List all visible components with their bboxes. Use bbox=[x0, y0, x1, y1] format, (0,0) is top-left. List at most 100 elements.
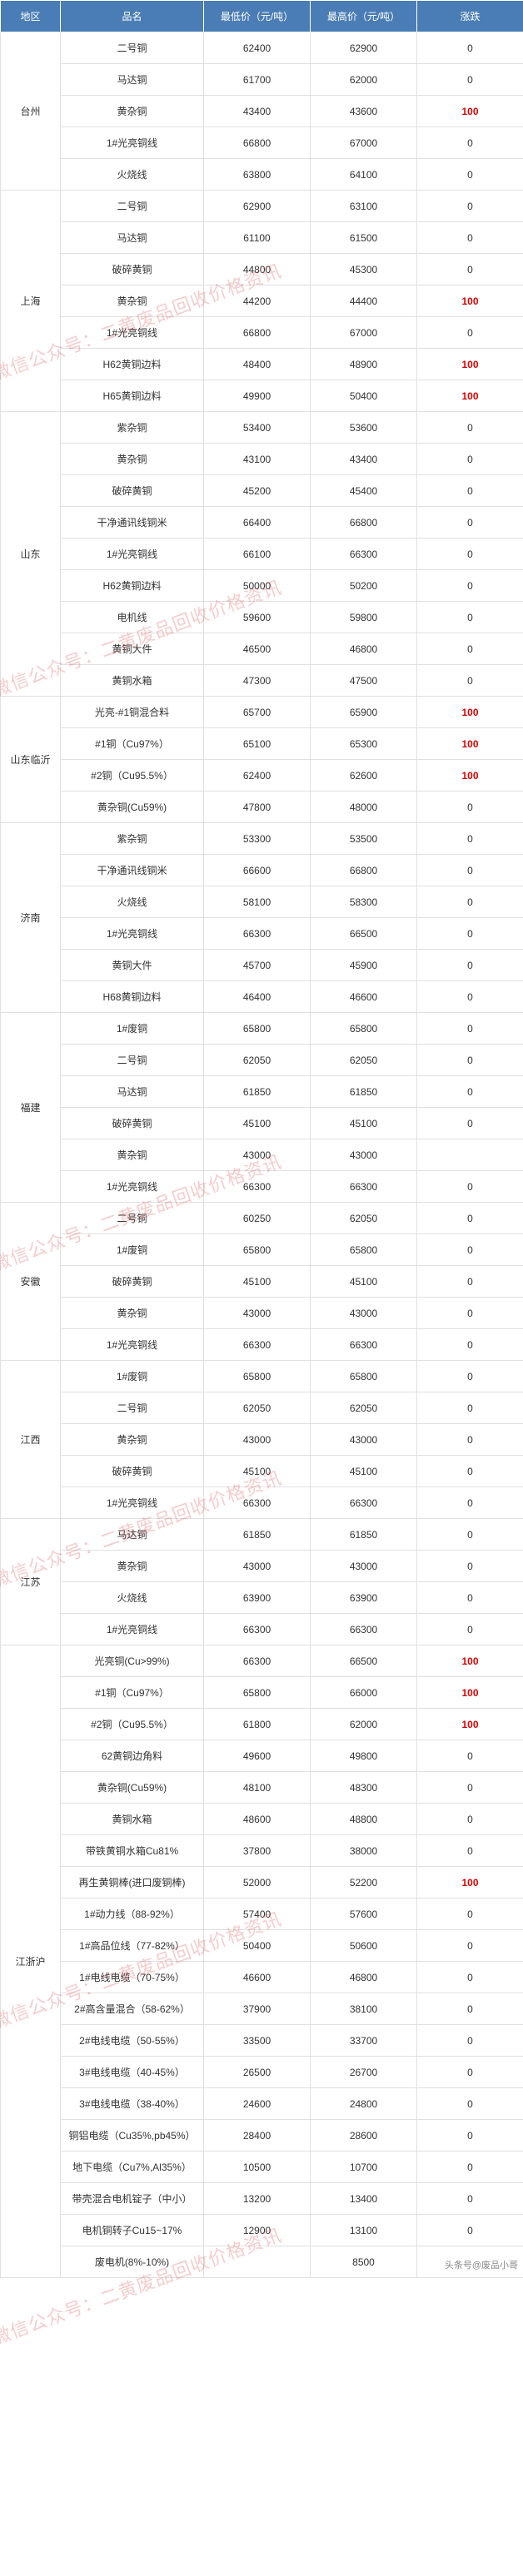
table-row: 干净通讯线铜米66600668000 bbox=[1, 855, 523, 886]
product-cell: 1#废铜 bbox=[61, 1013, 204, 1045]
table-row: 马达铜61100615000 bbox=[1, 222, 523, 254]
high-price-cell: 62050 bbox=[311, 1392, 417, 1424]
change-cell: 100 bbox=[417, 697, 523, 728]
table-row: 2#高含量混合（58-62%）37900381000 bbox=[1, 1993, 523, 2025]
low-price-cell: 62400 bbox=[204, 760, 311, 792]
product-cell: 破碎黄铜 bbox=[61, 1108, 204, 1139]
low-price-cell: 24600 bbox=[204, 2088, 311, 2120]
product-cell: 1#光亮铜线 bbox=[61, 539, 204, 570]
table-row: 1#电线电缆（70-75%）46600468000 bbox=[1, 1962, 523, 1993]
product-cell: 3#电线电缆（38-40%） bbox=[61, 2088, 204, 2120]
change-cell: 0 bbox=[417, 665, 523, 697]
low-price-cell: 47300 bbox=[204, 665, 311, 697]
table-row: 黄铜水箱47300475000 bbox=[1, 665, 523, 697]
product-cell: 1#光亮铜线 bbox=[61, 127, 204, 159]
product-cell: 2#电线电缆（50-55%） bbox=[61, 2025, 204, 2057]
high-price-cell: 58300 bbox=[311, 886, 417, 918]
table-row: 地下电缆（Cu7%,Al35%）10500107000 bbox=[1, 2152, 523, 2183]
high-price-cell: 66300 bbox=[311, 539, 417, 570]
table-row: 上海二号铜62900631000 bbox=[1, 191, 523, 222]
low-price-cell: 44200 bbox=[204, 285, 311, 317]
product-cell: H68黄铜边料 bbox=[61, 981, 204, 1013]
table-row: 破碎黄铜45100451000 bbox=[1, 1266, 523, 1298]
high-price-cell: 45100 bbox=[311, 1108, 417, 1139]
high-price-cell: 43600 bbox=[311, 96, 417, 127]
region-cell: 福建 bbox=[1, 1013, 61, 1203]
product-cell: 马达铜 bbox=[61, 64, 204, 96]
change-cell: 100 bbox=[417, 1645, 523, 1677]
product-cell: 黄铜大件 bbox=[61, 633, 204, 665]
product-cell: 黄杂铜 bbox=[61, 285, 204, 317]
product-cell: 火烧线 bbox=[61, 1582, 204, 1614]
low-price-cell: 66800 bbox=[204, 317, 311, 349]
low-price-cell: 45100 bbox=[204, 1266, 311, 1298]
product-cell: 2#高含量混合（58-62%） bbox=[61, 1993, 204, 2025]
product-cell: #1铜（Cu97%） bbox=[61, 728, 204, 760]
table-row: 二号铜62050620500 bbox=[1, 1045, 523, 1076]
product-cell: 马达铜 bbox=[61, 222, 204, 254]
change-cell: 0 bbox=[417, 1962, 523, 1993]
high-price-cell: 66800 bbox=[311, 855, 417, 886]
product-cell: 带壳混合电机锭子（中小） bbox=[61, 2183, 204, 2215]
high-price-cell: 38100 bbox=[311, 1993, 417, 2025]
product-cell: 二号铜 bbox=[61, 1392, 204, 1424]
low-price-cell: 66300 bbox=[204, 1487, 311, 1519]
high-price-cell: 44400 bbox=[311, 285, 417, 317]
table-row: H62黄铜边料4840048900100 bbox=[1, 349, 523, 380]
change-cell: 0 bbox=[417, 1582, 523, 1614]
high-price-cell: 26700 bbox=[311, 2057, 417, 2088]
low-price-cell: 66300 bbox=[204, 918, 311, 950]
table-row: 1#废铜65800658000 bbox=[1, 1234, 523, 1266]
high-price-cell: 62050 bbox=[311, 1045, 417, 1076]
product-cell: 干净通讯线铜米 bbox=[61, 855, 204, 886]
high-price-cell: 65800 bbox=[311, 1234, 417, 1266]
high-price-cell: 45100 bbox=[311, 1456, 417, 1487]
high-price-cell: 59800 bbox=[311, 602, 417, 633]
high-price-cell: 45900 bbox=[311, 950, 417, 981]
low-price-cell: 58100 bbox=[204, 886, 311, 918]
low-price-cell: 62050 bbox=[204, 1392, 311, 1424]
high-price-cell: 24800 bbox=[311, 2088, 417, 2120]
change-cell: 100 bbox=[417, 380, 523, 412]
product-cell: 再生黄铜棒(进口废铜棒) bbox=[61, 1867, 204, 1898]
low-price-cell: 43400 bbox=[204, 96, 311, 127]
table-row: 火烧线63800641000 bbox=[1, 159, 523, 191]
change-cell: 0 bbox=[417, 792, 523, 823]
low-price-cell: 65800 bbox=[204, 1677, 311, 1709]
high-price-cell: 46800 bbox=[311, 633, 417, 665]
high-price-cell: 46600 bbox=[311, 981, 417, 1013]
product-cell: 62黄铜边角料 bbox=[61, 1740, 204, 1772]
change-cell: 0 bbox=[417, 1329, 523, 1361]
product-cell: 1#光亮铜线 bbox=[61, 1171, 204, 1203]
low-price-cell: 62900 bbox=[204, 191, 311, 222]
low-price-cell: 46400 bbox=[204, 981, 311, 1013]
table-row: 62黄铜边角料49600498000 bbox=[1, 1740, 523, 1772]
change-cell: 0 bbox=[417, 823, 523, 855]
change-cell: 0 bbox=[417, 1392, 523, 1424]
col-header-1: 品名 bbox=[61, 1, 204, 32]
change-cell: 0 bbox=[417, 1108, 523, 1139]
high-price-cell: 62900 bbox=[311, 32, 417, 64]
product-cell: 黄铜大件 bbox=[61, 950, 204, 981]
product-cell: 1#光亮铜线 bbox=[61, 1614, 204, 1645]
high-price-cell: 50200 bbox=[311, 570, 417, 602]
high-price-cell: 65900 bbox=[311, 697, 417, 728]
col-header-3: 最高价（元/吨） bbox=[311, 1, 417, 32]
table-row: 马达铜61700620000 bbox=[1, 64, 523, 96]
price-table: 地区品名最低价（元/吨）最高价（元/吨）涨跌 台州二号铜62400629000马… bbox=[0, 0, 523, 2278]
high-price-cell: 61500 bbox=[311, 222, 417, 254]
change-cell: 0 bbox=[417, 1361, 523, 1392]
low-price-cell: 63900 bbox=[204, 1582, 311, 1614]
high-price-cell: 62600 bbox=[311, 760, 417, 792]
table-row: 1#光亮铜线66800670000 bbox=[1, 317, 523, 349]
table-row: 台州二号铜62400629000 bbox=[1, 32, 523, 64]
change-cell: 0 bbox=[417, 1076, 523, 1108]
high-price-cell: 43000 bbox=[311, 1424, 417, 1456]
high-price-cell: 63100 bbox=[311, 191, 417, 222]
product-cell: 马达铜 bbox=[61, 1076, 204, 1108]
low-price-cell: 26500 bbox=[204, 2057, 311, 2088]
table-row: 破碎黄铜45100451000 bbox=[1, 1456, 523, 1487]
high-price-cell: 57600 bbox=[311, 1898, 417, 1930]
change-cell: 0 bbox=[417, 2215, 523, 2246]
low-price-cell: 66800 bbox=[204, 127, 311, 159]
